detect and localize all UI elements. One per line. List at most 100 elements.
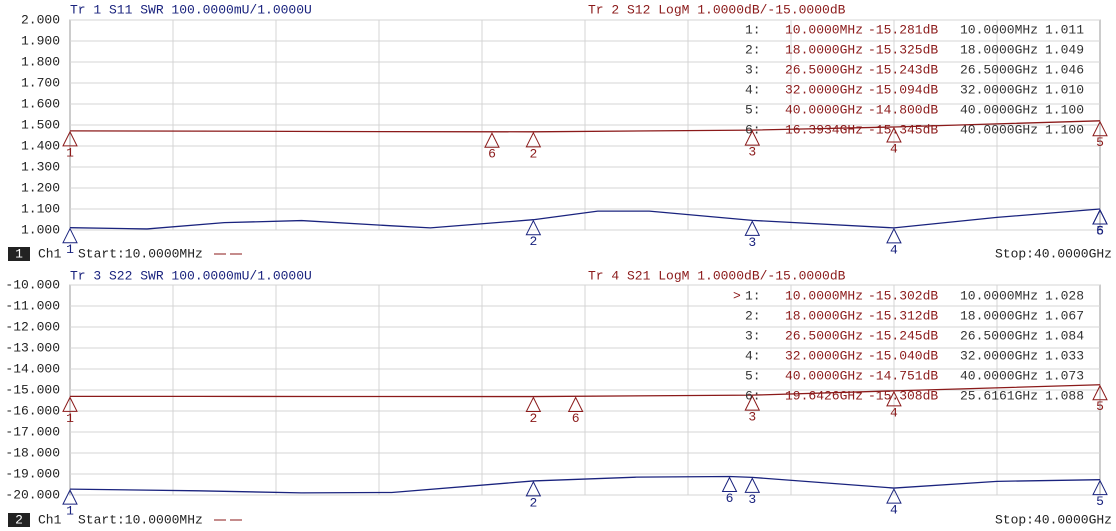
marker <box>525 480 542 497</box>
start-label: Start:10.0000MHz <box>78 246 203 261</box>
marker-value: -15.094dB <box>868 82 938 97</box>
marker-freq: 18.0000GHz <box>960 42 1038 57</box>
marker <box>1092 384 1108 401</box>
marker-number: 1: <box>745 288 761 303</box>
marker-value: -14.751dB <box>868 368 938 383</box>
marker-id: 6 <box>572 411 580 426</box>
y-tick-label: 1.200 <box>21 180 60 195</box>
marker-freq: 40.0000GHz <box>960 368 1038 383</box>
marker-value: -15.243dB <box>868 62 938 77</box>
marker-freq: 40.0000GHz <box>960 122 1038 137</box>
marker-freq: 18.0000GHz <box>960 308 1038 323</box>
marker-value: 1.011 <box>1045 22 1084 37</box>
marker <box>525 219 542 236</box>
marker-id: 4 <box>890 503 898 518</box>
marker-id: 1 <box>66 145 74 160</box>
marker-freq: 10.0000MHz <box>785 22 863 37</box>
marker <box>525 396 542 413</box>
marker-value: -14.800dB <box>868 102 938 117</box>
marker-id: 4 <box>890 242 898 257</box>
marker-number: 1: <box>745 22 761 37</box>
marker-id: 2 <box>529 146 537 161</box>
marker-value: 1.088 <box>1045 388 1084 403</box>
stop-label: Stop:40.0000GHz <box>995 246 1112 261</box>
y-tick-label: 1.600 <box>21 96 60 111</box>
marker-freq: 40.0000GHz <box>960 102 1038 117</box>
marker-number: 2: <box>745 308 761 323</box>
y-tick-label: -13.000 <box>5 340 60 355</box>
marker-id: 2 <box>529 495 537 510</box>
marker-id: 1 <box>66 504 74 519</box>
marker-value: -15.345dB <box>868 122 938 137</box>
y-tick-label: -10.000 <box>5 277 60 292</box>
marker <box>484 132 500 148</box>
channel-number: 2 <box>15 512 23 527</box>
marker <box>886 126 902 143</box>
marker-number: 3: <box>745 62 761 77</box>
marker-value: -15.312dB <box>868 308 938 323</box>
marker-value: 1.049 <box>1045 42 1084 57</box>
channel-label: Ch1 <box>38 246 62 261</box>
marker-value: -15.302dB <box>868 288 938 303</box>
channel-box <box>8 247 30 261</box>
channel-label: Ch1 <box>38 512 62 527</box>
marker-value: 1.028 <box>1045 288 1084 303</box>
marker <box>744 129 761 146</box>
y-tick-label: 1.300 <box>21 159 60 174</box>
y-tick-label: 1.100 <box>21 201 60 216</box>
marker <box>744 220 761 236</box>
marker <box>744 477 761 493</box>
marker-freq: 10.0000MHz <box>960 288 1038 303</box>
marker-number: 6: <box>745 388 761 403</box>
marker-freq: 32.0000GHz <box>785 348 863 363</box>
marker <box>62 227 78 244</box>
marker-id: 1 <box>66 411 74 426</box>
marker <box>886 487 902 504</box>
marker-value: 1.067 <box>1045 308 1084 323</box>
y-tick-label: -15.000 <box>5 382 60 397</box>
marker-id: 3 <box>748 235 756 250</box>
marker-number: 4: <box>745 82 761 97</box>
marker-id: 3 <box>748 410 756 425</box>
marker-freq: 26.5000GHz <box>960 328 1038 343</box>
marker-id: 2 <box>529 234 537 249</box>
marker-value: 1.100 <box>1045 102 1084 117</box>
marker <box>886 390 902 407</box>
y-tick-label: -20.000 <box>5 487 60 502</box>
marker-id: 6 <box>488 147 496 162</box>
start-label: Start:10.0000MHz <box>78 512 203 527</box>
marker-value: -15.325dB <box>868 42 938 57</box>
marker <box>567 396 584 412</box>
marker-id: 3 <box>748 145 756 160</box>
marker <box>744 395 761 411</box>
marker-number: 6: <box>745 122 761 137</box>
marker <box>886 227 902 244</box>
marker-id: 5 <box>1096 494 1104 509</box>
y-tick-label: -14.000 <box>5 361 60 376</box>
marker-id: 1 <box>66 242 74 257</box>
trace-label: Tr 4 S21 LogM 1.0000dB/-15.0000dB <box>588 268 846 283</box>
marker <box>62 489 78 505</box>
marker-value: -15.040dB <box>868 348 938 363</box>
stop-label: Stop:40.0000GHz <box>995 512 1112 527</box>
marker <box>525 131 542 148</box>
marker <box>62 396 78 412</box>
channel-box <box>8 513 30 527</box>
marker-freq: 10.0000MHz <box>960 22 1038 37</box>
marker-freq: 32.0000GHz <box>960 82 1038 97</box>
marker-value: 1.046 <box>1045 62 1084 77</box>
y-tick-label: -12.000 <box>5 319 60 334</box>
marker-freq: 40.0000GHz <box>785 102 863 117</box>
y-tick-label: 1.000 <box>21 222 60 237</box>
marker-freq: 32.0000GHz <box>960 348 1038 363</box>
marker-number: 5: <box>745 102 761 117</box>
y-tick-label: 2.000 <box>21 12 60 27</box>
marker-freq: 18.0000GHz <box>785 308 863 323</box>
marker-number: 2: <box>745 42 761 57</box>
y-tick-label: 1.500 <box>21 117 60 132</box>
y-tick-label: -18.000 <box>5 445 60 460</box>
y-tick-label: 1.800 <box>21 54 60 69</box>
marker <box>1092 208 1108 225</box>
marker-id: 3 <box>748 492 756 507</box>
